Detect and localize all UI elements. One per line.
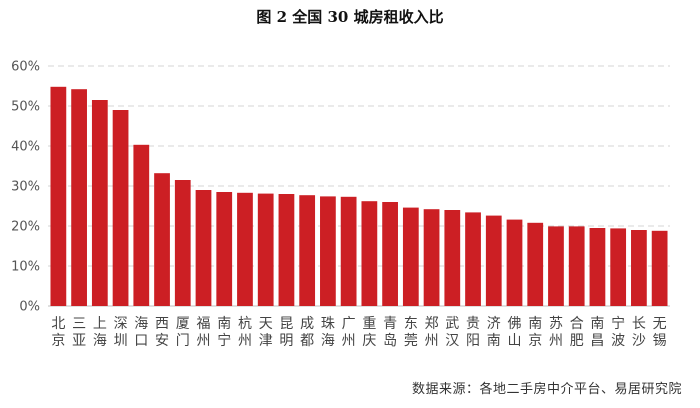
x-tick-label: 天津 bbox=[259, 316, 273, 349]
x-tick-label: 珠海 bbox=[321, 316, 335, 349]
y-tick-label: 40% bbox=[11, 140, 40, 155]
x-tick-label: 三亚 bbox=[72, 316, 86, 349]
x-tick-label: 无锡 bbox=[653, 316, 667, 349]
x-tick-label: 北京 bbox=[51, 316, 65, 349]
x-tick-label: 深圳 bbox=[114, 316, 128, 349]
bar-14 bbox=[320, 196, 336, 306]
x-tick-label: 济南 bbox=[487, 316, 501, 349]
bar-11 bbox=[257, 193, 274, 306]
bar-24 bbox=[527, 222, 544, 306]
bar-21 bbox=[465, 212, 481, 306]
x-tick-label: 南京 bbox=[528, 316, 542, 349]
x-tick-label: 贵阳 bbox=[466, 316, 480, 349]
x-tick-label: 青岛 bbox=[383, 316, 397, 349]
source-note: 数据来源：各地二手房中介平台、易居研究院 bbox=[411, 382, 682, 397]
x-tick-label: 海口 bbox=[134, 316, 148, 349]
y-tick-label: 60% bbox=[11, 60, 40, 75]
bar-13 bbox=[299, 195, 316, 306]
bar-20 bbox=[444, 210, 461, 306]
bar-23 bbox=[506, 219, 523, 306]
bar-18 bbox=[402, 207, 419, 306]
bar-19 bbox=[423, 209, 440, 306]
x-tick-label: 昆明 bbox=[279, 316, 293, 349]
bars bbox=[50, 86, 668, 306]
x-tick-label: 重庆 bbox=[362, 316, 376, 349]
y-tick-label: 50% bbox=[11, 100, 40, 115]
bar-29 bbox=[631, 230, 647, 306]
y-axis-ticks: 0% 10% 20% 30% 40% 50% 60% bbox=[11, 60, 40, 315]
y-tick-label: 20% bbox=[11, 220, 40, 235]
x-tick-label: 佛山 bbox=[508, 316, 522, 349]
x-tick-label: 东莞 bbox=[404, 316, 418, 349]
bar-8 bbox=[195, 190, 212, 306]
bar-2 bbox=[71, 89, 87, 306]
x-tick-label: 郑州 bbox=[425, 316, 439, 349]
x-tick-label: 苏州 bbox=[549, 316, 563, 349]
bar-30 bbox=[651, 230, 668, 306]
x-tick-label: 上海 bbox=[93, 316, 107, 349]
x-tick-label: 厦门 bbox=[176, 316, 190, 349]
x-tick-label: 宁波 bbox=[611, 315, 625, 349]
x-tick-label: 西安 bbox=[155, 316, 169, 349]
x-tick-label: 福州 bbox=[197, 316, 211, 349]
bar-25 bbox=[548, 226, 564, 306]
bar-28 bbox=[610, 228, 627, 306]
bar-3 bbox=[91, 100, 108, 306]
bar-27 bbox=[589, 228, 606, 306]
bar-16 bbox=[361, 201, 378, 306]
x-tick-label: 合肥 bbox=[570, 316, 584, 349]
bar-12 bbox=[278, 194, 295, 306]
bar-4 bbox=[112, 110, 129, 306]
y-tick-label: 10% bbox=[11, 260, 40, 275]
bar-15 bbox=[340, 196, 357, 306]
x-tick-label: 南昌 bbox=[590, 316, 604, 349]
x-tick-label: 广州 bbox=[342, 316, 356, 349]
x-tick-label: 南宁 bbox=[217, 316, 231, 349]
bar-7 bbox=[174, 180, 191, 306]
bar-10 bbox=[237, 192, 253, 306]
x-axis-labels: 北京三亚上海深圳海口西安厦门福州南宁杭州天津昆明成都珠海广州重庆青岛东莞郑州武汉… bbox=[51, 315, 666, 349]
chart-title: 图 2 全国 30 城房租收入比 bbox=[256, 8, 444, 26]
x-tick-label: 武汉 bbox=[445, 316, 459, 349]
gridlines bbox=[48, 65, 670, 267]
bar-9 bbox=[216, 192, 233, 306]
x-tick-label: 长沙 bbox=[632, 316, 646, 349]
x-tick-label: 杭州 bbox=[238, 316, 252, 349]
bar-17 bbox=[382, 202, 398, 306]
y-tick-label: 30% bbox=[11, 180, 40, 195]
bar-22 bbox=[485, 215, 502, 306]
bar-6 bbox=[154, 173, 170, 306]
x-tick-label: 成都 bbox=[300, 316, 314, 349]
y-tick-label: 0% bbox=[19, 300, 40, 315]
bar-5 bbox=[133, 144, 150, 306]
bar-1 bbox=[50, 86, 67, 306]
bar-26 bbox=[568, 226, 585, 306]
